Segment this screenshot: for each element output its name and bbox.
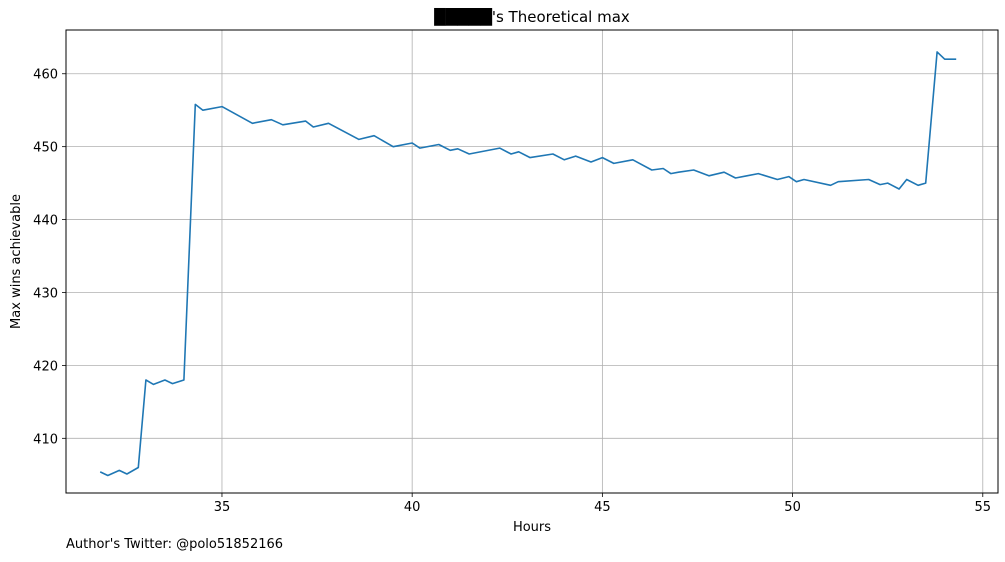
y-tick-label: 460 xyxy=(33,68,58,83)
axis-ticks: 35 40 45 50 55 410 420 430 440 450 460 xyxy=(33,68,991,515)
y-axis-label: Max wins achievable xyxy=(9,194,24,329)
x-axis-label: Hours xyxy=(513,520,551,535)
x-tick-label: 40 xyxy=(404,500,421,515)
x-tick-label: 45 xyxy=(594,500,611,515)
y-tick-label: 430 xyxy=(33,286,58,301)
x-tick-label: 55 xyxy=(975,500,992,515)
y-tick-label: 440 xyxy=(33,214,58,229)
x-tick-label: 50 xyxy=(784,500,801,515)
y-tick-label: 420 xyxy=(33,359,58,374)
series-line-layer xyxy=(99,51,957,477)
author-credit: Author's Twitter: @polo51852166 xyxy=(66,537,284,552)
y-tick-label: 410 xyxy=(33,432,58,447)
series-line xyxy=(99,51,957,477)
y-tick-label: 450 xyxy=(33,141,58,156)
grid-lines xyxy=(66,30,998,493)
chart-title: █████'s Theoretical max xyxy=(433,7,630,26)
x-tick-label: 35 xyxy=(214,500,231,515)
plot-area-frame xyxy=(65,29,999,494)
